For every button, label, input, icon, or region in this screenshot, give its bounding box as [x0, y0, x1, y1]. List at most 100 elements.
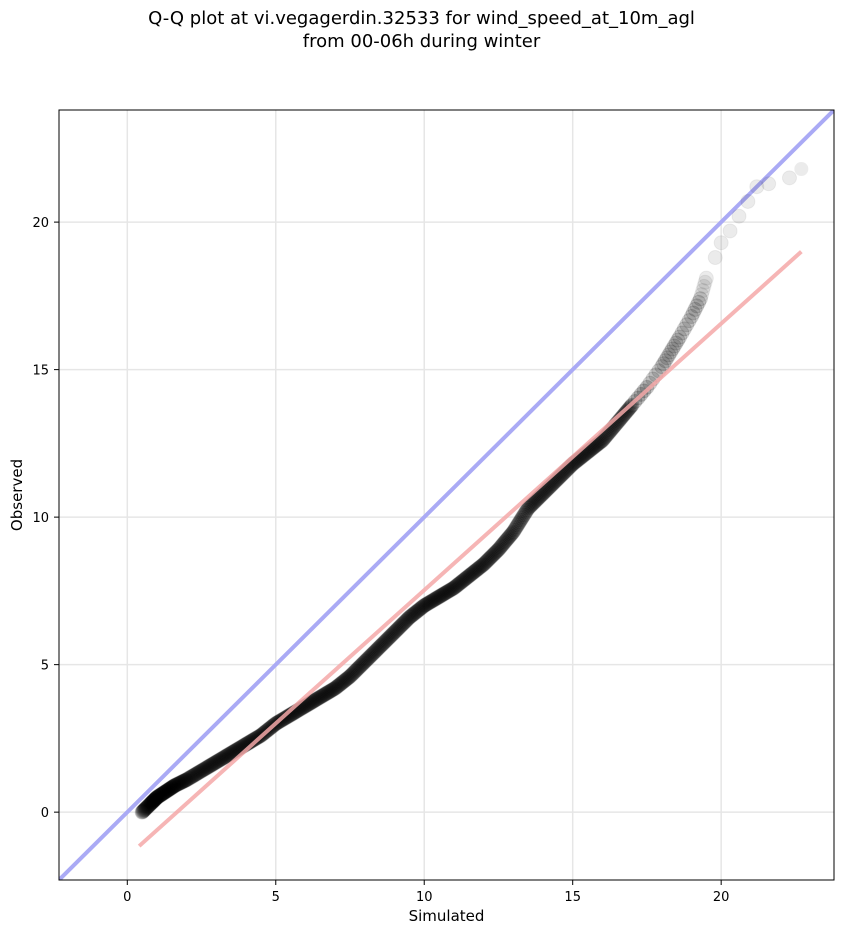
quantile-point — [168, 777, 184, 793]
quantile-point — [431, 589, 447, 605]
quantile-point — [194, 763, 210, 779]
quantile-point — [318, 686, 334, 702]
quantile-point — [731, 208, 747, 224]
quantile-point — [530, 491, 546, 507]
quantile-point — [618, 405, 634, 421]
quantile-point — [183, 769, 199, 785]
quantile-point — [340, 670, 356, 686]
quantile-point — [525, 495, 541, 511]
quantile-point — [396, 615, 412, 631]
quantile-point — [137, 802, 153, 818]
quantile-point — [696, 278, 712, 294]
quantile-point — [501, 529, 517, 545]
quantile-point — [157, 784, 173, 800]
quantile-point — [422, 594, 438, 610]
quantile-point — [496, 535, 512, 551]
quantile-point — [166, 778, 182, 794]
quantile-point — [389, 622, 405, 638]
quantile-point — [222, 746, 238, 762]
quantile-point — [446, 580, 462, 596]
quantile-point — [200, 759, 216, 775]
quantile-point — [664, 341, 680, 357]
quantile-point — [480, 552, 496, 568]
quantile-point — [666, 338, 682, 354]
quantile-point — [181, 770, 197, 786]
quantile-point — [352, 659, 368, 675]
fit-line — [137, 250, 803, 848]
quantile-point — [423, 594, 439, 610]
quantile-point — [177, 773, 193, 789]
quantile-point — [218, 748, 234, 764]
quantile-point — [433, 588, 449, 604]
quantile-point — [412, 601, 428, 617]
quantile-point — [527, 494, 543, 510]
quantile-point — [506, 522, 522, 538]
quantile-point — [145, 793, 161, 809]
quantile-point — [142, 796, 158, 812]
quantile-point — [329, 679, 345, 695]
quantile-point — [315, 687, 331, 703]
quantile-point — [408, 604, 424, 620]
quantile-point — [146, 792, 162, 808]
quantile-point — [683, 309, 699, 325]
quantile-point — [761, 176, 777, 192]
quantile-point — [344, 666, 360, 682]
quantile-point — [514, 510, 530, 526]
quantile-point — [176, 773, 192, 789]
quantile-point — [330, 678, 346, 694]
quantile-point — [349, 661, 365, 677]
quantile-point — [406, 606, 422, 622]
quantile-point — [156, 785, 172, 801]
quantile-point — [217, 749, 233, 765]
quantile-point — [324, 682, 340, 698]
quantile-point — [357, 654, 373, 670]
quantile-point — [404, 608, 420, 624]
quantile-point — [388, 623, 404, 639]
quantile-point — [161, 781, 177, 797]
quantile-point — [435, 586, 451, 602]
quantile-point — [416, 598, 432, 614]
quantile-point — [367, 643, 383, 659]
quantile-point — [454, 573, 470, 589]
quantile-point — [459, 570, 475, 586]
quantile-point — [478, 554, 494, 570]
quantile-point — [326, 681, 342, 697]
quantile-point — [511, 515, 527, 531]
quantile-point — [670, 332, 686, 348]
quantile-point — [455, 572, 471, 588]
x-tick-label: 15 — [564, 890, 581, 905]
quantile-point — [178, 772, 194, 788]
quantile-point — [169, 777, 185, 793]
quantile-point — [354, 657, 370, 673]
quantile-point — [137, 801, 153, 817]
quantile-point — [339, 671, 355, 687]
quantile-point — [409, 604, 425, 620]
quantile-point — [390, 621, 406, 637]
quantile-point — [376, 635, 392, 651]
quantile-point — [687, 301, 703, 317]
quantile-point — [308, 692, 324, 708]
quantile-point — [375, 636, 391, 652]
quantile-point — [165, 779, 181, 795]
quantile-point — [508, 519, 524, 535]
quantile-point — [162, 781, 178, 797]
quantile-point — [370, 641, 386, 657]
quantile-point — [220, 747, 236, 763]
quantile-point — [359, 652, 375, 668]
quantile-point — [533, 488, 549, 504]
quantile-point — [174, 774, 190, 790]
quantile-point — [195, 762, 211, 778]
quantile-point — [310, 690, 326, 706]
quantile-point — [538, 482, 554, 498]
quantile-point — [184, 769, 200, 785]
quantile-point — [334, 675, 350, 691]
quantile-point — [171, 775, 187, 791]
quantile-point — [278, 709, 294, 725]
quantile-point — [488, 544, 504, 560]
quantile-point — [500, 530, 516, 546]
quantile-point — [663, 344, 679, 360]
quantile-point — [347, 663, 363, 679]
quantile-point — [484, 548, 500, 564]
quantile-point — [593, 433, 609, 449]
